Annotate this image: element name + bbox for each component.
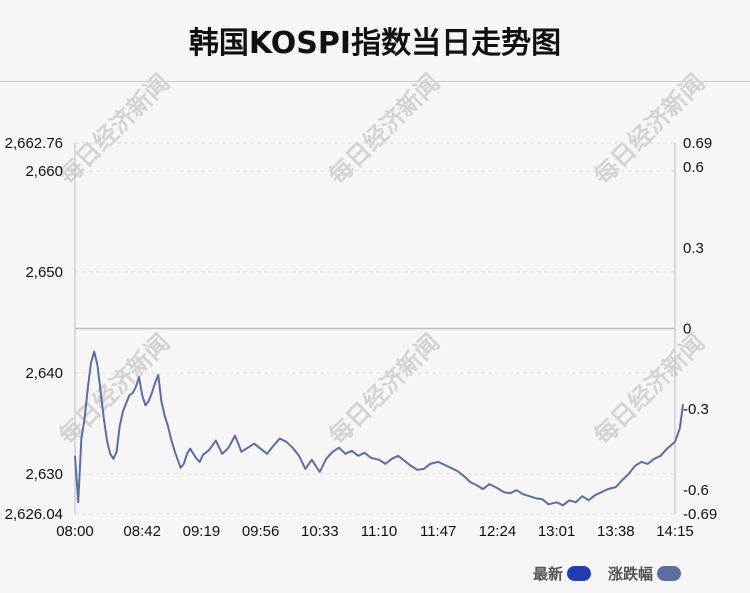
legend-label-change: 涨跌幅	[608, 565, 654, 583]
y-left-tick-label: 2,640	[25, 365, 63, 382]
x-tick-label: 09:19	[183, 523, 221, 540]
y-right-tick-label: -0.69	[683, 506, 717, 523]
x-tick-label: 11:47	[420, 523, 456, 540]
y-right-tick-label: 0.6	[683, 159, 704, 176]
y-right-tick-label: 0.3	[683, 240, 704, 257]
watermark-text: 每日经济新闻	[589, 329, 711, 451]
gridlines	[75, 142, 675, 515]
y-axis-right-ticks: 0.69 0.6 0.3 0 -0.3 -0.6 -0.69	[683, 135, 717, 523]
watermark-text: 每日经济新闻	[324, 329, 446, 451]
legend-label-latest: 最新	[533, 565, 564, 583]
chart-title: 韩国KOSPI指数当日走势图	[188, 26, 562, 61]
x-tick-label: 09:56	[242, 523, 280, 540]
legend-item-latest[interactable]: 最新	[533, 563, 592, 584]
x-tick-label: 14:15	[656, 523, 694, 540]
y-right-tick-label: -0.6	[683, 482, 709, 499]
legend-swatch-latest	[567, 566, 592, 581]
legend-item-change[interactable]: 涨跌幅	[608, 563, 682, 584]
y-right-tick-label: -0.3	[683, 401, 709, 418]
kospi-index-line	[74, 350, 684, 507]
x-tick-label: 08:42	[123, 523, 161, 540]
watermark-text: 每日经济新闻	[54, 69, 176, 191]
watermark-text: 每日经济新闻	[54, 329, 176, 451]
y-left-tick-label: 2,660	[25, 163, 63, 180]
y-left-tick-label: 2,662.76	[5, 135, 63, 152]
x-axis-ticks: 08:00 08:42 09:19 09:56 10:33 11:10 11:47 12:24…	[56, 523, 694, 540]
y-right-tick-label: 0	[683, 321, 691, 338]
x-tick-label: 13:38	[597, 523, 635, 540]
x-tick-label: 13:01	[538, 523, 576, 540]
y-left-tick-label: 2,626.04	[5, 506, 63, 523]
y-left-tick-label: 2,650	[25, 264, 63, 281]
legend-swatch-change	[657, 566, 682, 581]
y-left-tick-label: 2,630	[25, 466, 63, 483]
title-divider	[0, 81, 750, 82]
x-tick-label: 12:24	[479, 523, 517, 540]
y-right-tick-label: 0.69	[683, 135, 712, 152]
x-tick-label: 08:00	[56, 523, 94, 540]
watermark-text: 每日经济新闻	[324, 69, 446, 191]
x-tick-label: 10:33	[301, 523, 339, 540]
y-axis-left-ticks: 2,662.76 2,660 2,650 2,640 2,630 2,626.04	[5, 135, 63, 523]
x-tick-label: 11:10	[361, 523, 397, 540]
